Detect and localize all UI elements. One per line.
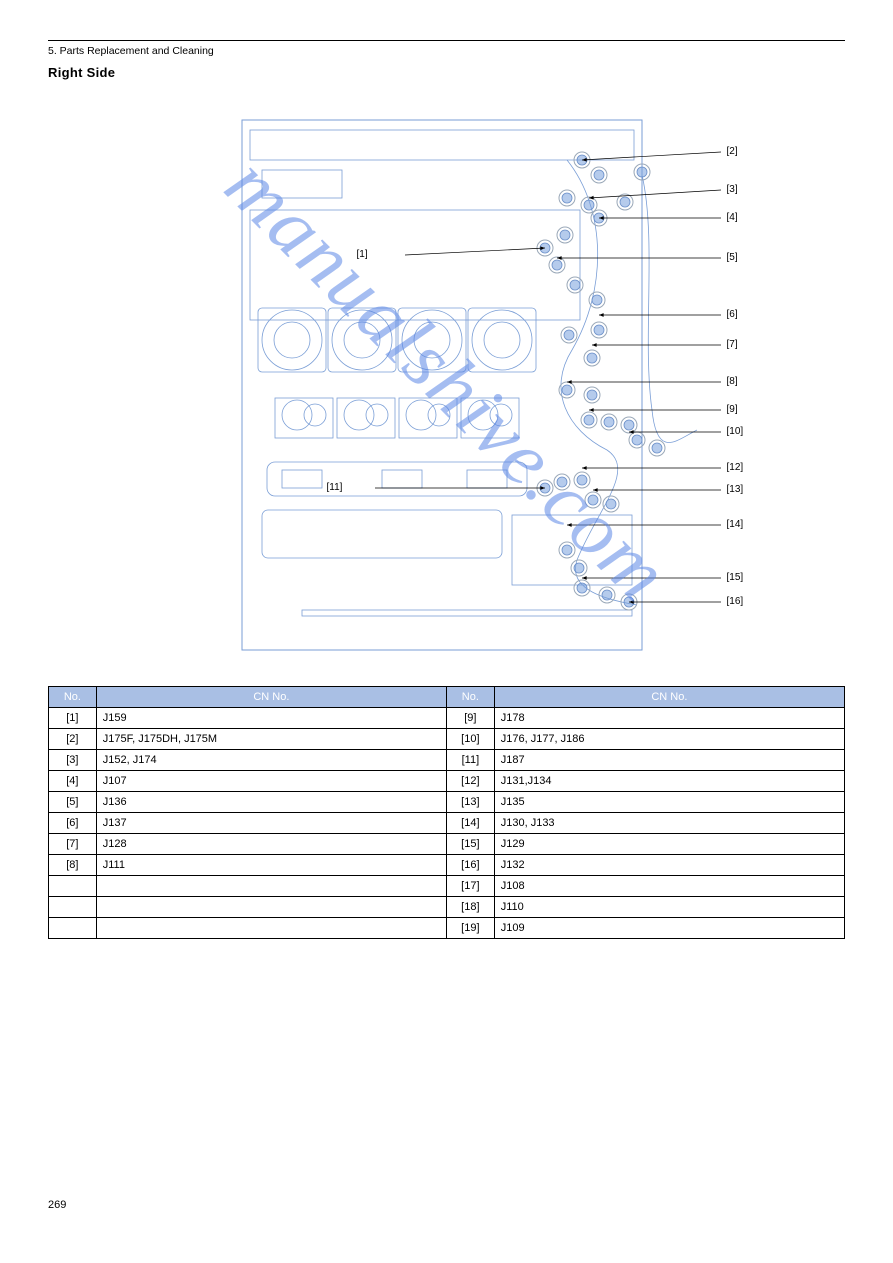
table-row: [6]J137[14]J130, J133: [49, 813, 845, 834]
figure-container: manualshive.com [2][3][4][5][6][7][8][9]…: [48, 90, 845, 670]
table-row: [19]J109: [49, 918, 845, 939]
cell-cn: J159: [96, 708, 446, 729]
callout-label: [1]: [357, 249, 368, 260]
cell-no: [14]: [446, 813, 494, 834]
callout-label: [10]: [727, 426, 744, 437]
callout-label: [13]: [727, 484, 744, 495]
callout-label: [2]: [727, 146, 738, 157]
connector-table: No. CN No. No. CN No. [1]J159[9]J178[2]J…: [48, 686, 845, 939]
table-row: [4]J107[12]J131,J134: [49, 771, 845, 792]
cell-cn: J132: [494, 855, 844, 876]
cell-no: [5]: [49, 792, 97, 813]
cell-no: [18]: [446, 897, 494, 918]
technical-figure: manualshive.com [2][3][4][5][6][7][8][9]…: [137, 90, 757, 670]
cell-cn: J128: [96, 834, 446, 855]
cell-no: [4]: [49, 771, 97, 792]
cell-cn: J176, J177, J186: [494, 729, 844, 750]
th-no-2: No.: [446, 687, 494, 708]
cell-no: [49, 897, 97, 918]
cell-no: [1]: [49, 708, 97, 729]
cell-no: [2]: [49, 729, 97, 750]
table-header-row: No. CN No. No. CN No.: [49, 687, 845, 708]
cell-cn: [96, 918, 446, 939]
cell-cn: J152, J174: [96, 750, 446, 771]
table-row: [1]J159[9]J178: [49, 708, 845, 729]
table-row: [17]J108: [49, 876, 845, 897]
th-no-1: No.: [49, 687, 97, 708]
cell-cn: J129: [494, 834, 844, 855]
cell-cn: J135: [494, 792, 844, 813]
cell-no: [12]: [446, 771, 494, 792]
table-row: [3]J152, J174[11]J187: [49, 750, 845, 771]
callout-label: [11]: [327, 482, 343, 493]
cell-no: [8]: [49, 855, 97, 876]
table-row: [8]J111[16]J132: [49, 855, 845, 876]
cell-cn: J111: [96, 855, 446, 876]
cell-cn: J110: [494, 897, 844, 918]
cell-no: [16]: [446, 855, 494, 876]
figure-svg: [137, 90, 757, 670]
cell-no: [17]: [446, 876, 494, 897]
cell-no: [10]: [446, 729, 494, 750]
callout-label: [16]: [727, 596, 744, 607]
cell-cn: J130, J133: [494, 813, 844, 834]
cell-cn: J137: [96, 813, 446, 834]
section-title: Right Side: [48, 65, 845, 80]
cell-no: [7]: [49, 834, 97, 855]
cell-no: [6]: [49, 813, 97, 834]
cell-no: [3]: [49, 750, 97, 771]
cell-cn: J178: [494, 708, 844, 729]
cell-cn: J107: [96, 771, 446, 792]
cell-cn: J109: [494, 918, 844, 939]
cell-no: [11]: [446, 750, 494, 771]
cell-cn: J108: [494, 876, 844, 897]
page-footer: 269: [48, 1199, 845, 1211]
callout-label: [12]: [727, 462, 744, 473]
cell-cn: [96, 876, 446, 897]
th-cn-2: CN No.: [494, 687, 844, 708]
cell-cn: J187: [494, 750, 844, 771]
cell-cn: J175F, J175DH, J175M: [96, 729, 446, 750]
cell-no: [13]: [446, 792, 494, 813]
table-row: [5]J136[13]J135: [49, 792, 845, 813]
table-row: [18]J110: [49, 897, 845, 918]
cell-no: [49, 876, 97, 897]
callout-label: [4]: [727, 212, 738, 223]
cell-no: [19]: [446, 918, 494, 939]
chapter-header: 5. Parts Replacement and Cleaning: [48, 45, 845, 57]
cell-cn: J131,J134: [494, 771, 844, 792]
callout-label: [3]: [727, 184, 738, 195]
callout-label: [15]: [727, 572, 744, 583]
th-cn-1: CN No.: [96, 687, 446, 708]
callout-label: [5]: [727, 252, 738, 263]
header-rule: [48, 40, 845, 41]
cell-cn: [96, 897, 446, 918]
callout-label: [7]: [727, 339, 738, 350]
cell-no: [15]: [446, 834, 494, 855]
table-row: [7]J128[15]J129: [49, 834, 845, 855]
callout-label: [9]: [727, 404, 738, 415]
callout-label: [14]: [727, 519, 744, 530]
footer-page-number: 269: [48, 1199, 66, 1211]
callout-label: [8]: [727, 376, 738, 387]
callout-label: [6]: [727, 309, 738, 320]
table-row: [2]J175F, J175DH, J175M[10]J176, J177, J…: [49, 729, 845, 750]
cell-no: [9]: [446, 708, 494, 729]
cell-no: [49, 918, 97, 939]
cell-cn: J136: [96, 792, 446, 813]
